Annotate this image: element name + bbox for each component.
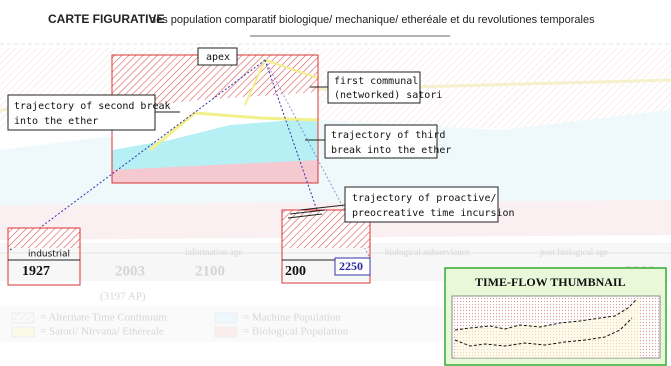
callout-text: preocreative time incursion bbox=[352, 208, 515, 219]
callout-apex: apex bbox=[206, 52, 230, 63]
bg-era: biological subservience bbox=[385, 247, 470, 257]
title-bold: CARTE FIGURATIVE bbox=[48, 12, 164, 26]
callout-text: break into the ether bbox=[331, 145, 451, 156]
callout-text: trajectory of second break bbox=[14, 101, 171, 112]
industrial-label: industrial bbox=[28, 250, 70, 260]
legend-item: = Machine Population bbox=[243, 312, 341, 324]
zoom-main bbox=[111, 54, 319, 184]
bg-note: (3197 AP) bbox=[100, 291, 146, 303]
callout-text: into the ether bbox=[14, 116, 98, 127]
callout-text: trajectory of proactive/ bbox=[352, 193, 497, 204]
second-year: 200 bbox=[285, 264, 306, 279]
bg-year: 2003 bbox=[115, 263, 145, 279]
zoom-industrial bbox=[7, 227, 81, 286]
callout-text: (networked) satori bbox=[334, 90, 442, 101]
legend-item: = Satori/ Nirvana/ Ethéreale bbox=[40, 326, 164, 338]
bg-era: information age bbox=[185, 247, 242, 257]
thumbnail-title: TIME-FLOW THUMBNAIL bbox=[475, 275, 626, 289]
legend-item: = Alternate Time Continuum bbox=[40, 312, 167, 324]
bg-year: 2100 bbox=[195, 263, 225, 279]
second-year-tag: 2250 bbox=[339, 259, 363, 273]
bg-era: post biological age bbox=[540, 247, 608, 257]
callout-text: first communal bbox=[334, 76, 418, 87]
thumbnail bbox=[444, 267, 667, 366]
industrial-year: 1927 bbox=[22, 264, 50, 279]
legend-item: = Biological Population bbox=[243, 326, 349, 338]
title-rest: des population comparatif biologique/ me… bbox=[150, 14, 595, 26]
callout-text: trajectory of third bbox=[331, 130, 445, 141]
zoom-second bbox=[281, 209, 371, 284]
callouts bbox=[7, 47, 499, 223]
